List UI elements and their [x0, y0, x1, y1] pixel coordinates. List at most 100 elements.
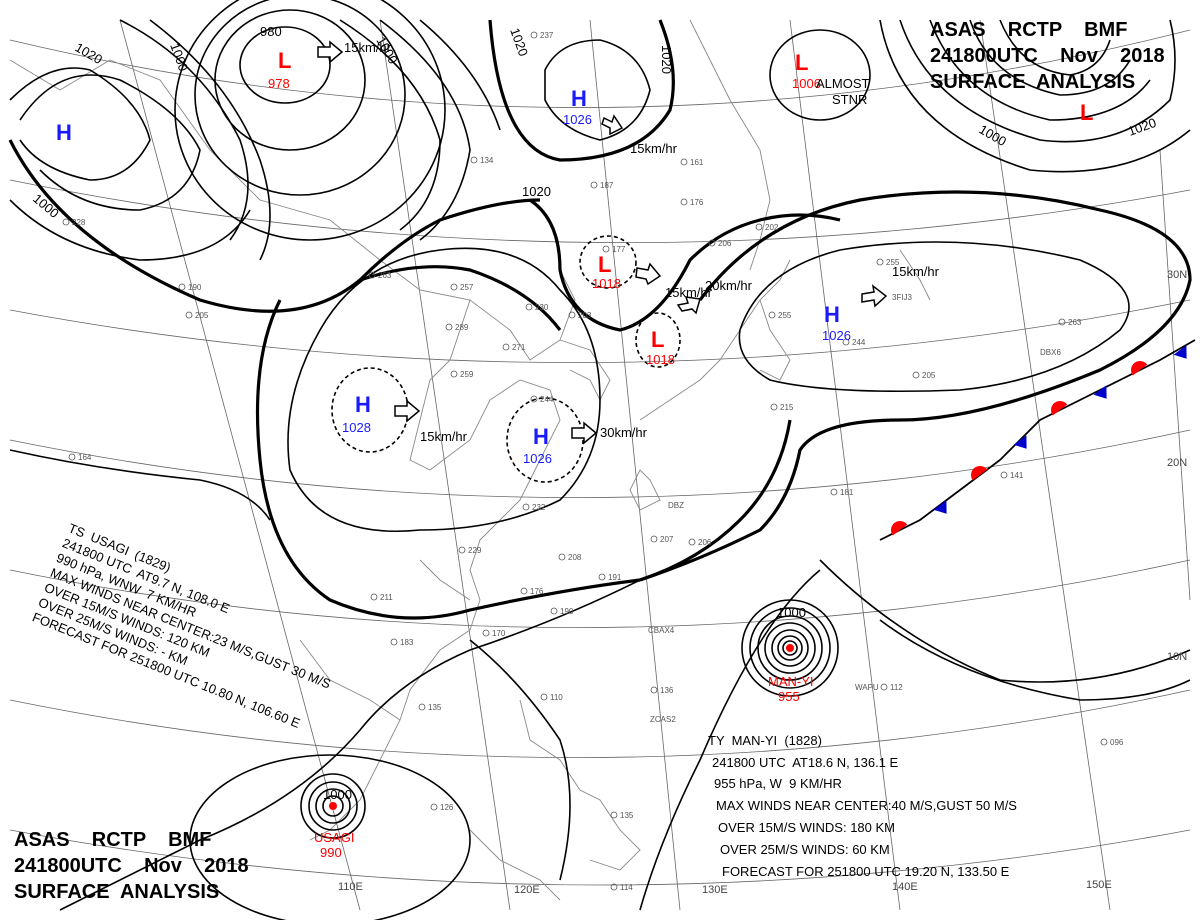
motion-arrow-icon — [571, 421, 598, 445]
almost-stnr-label: ALMOST — [816, 76, 870, 91]
station-value: 244 — [852, 338, 866, 347]
station-value: 206 — [698, 538, 712, 547]
station-value: 244 — [540, 395, 554, 404]
station-value: 208 — [568, 553, 582, 562]
front-marks — [891, 345, 1187, 536]
header-line3: SURFACE ANALYSIS — [930, 71, 1135, 93]
high-value: 1028 — [342, 420, 371, 435]
station-icon — [880, 683, 888, 691]
station-icon — [1100, 738, 1108, 746]
station-value: 230 — [535, 303, 549, 312]
station-icon — [650, 686, 658, 694]
station-icon — [68, 453, 76, 461]
isobar-label: 1000 — [777, 605, 806, 620]
high-symbol: H — [824, 302, 840, 327]
motion-arrow-icon — [394, 399, 421, 423]
high-symbol: H — [571, 86, 587, 111]
high-centers: H H 1026 H 1028 H 1026 H 1026 — [56, 86, 851, 466]
lon-label: 120E — [514, 884, 540, 896]
typhoon-name: MAN-YI — [768, 674, 814, 689]
station-icon — [568, 311, 576, 319]
station-icon — [912, 371, 920, 379]
footer-line3: SURFACE ANALYSIS — [14, 881, 219, 903]
station-icon — [450, 283, 458, 291]
station-icon — [62, 218, 70, 226]
warm-front-icon — [1051, 401, 1068, 416]
station-value: 205 — [922, 371, 936, 380]
info-line: 955 hPa, W 9 KM/HR — [714, 776, 842, 791]
low-symbol: L — [278, 48, 291, 73]
station-icon — [602, 245, 610, 253]
station-value: 183 — [400, 638, 414, 647]
lat-label: 10N — [1167, 651, 1187, 663]
station-icon — [598, 573, 606, 581]
station-id: CBAX4 — [648, 626, 675, 635]
warm-front-icon — [971, 466, 988, 481]
station-icon — [530, 31, 538, 39]
graticule-labels: 110E 120E 130E 140E 150E 30N 20N 10N — [338, 269, 1187, 896]
typhoon-center-icon — [786, 644, 794, 652]
motion-label: 15km/hr — [420, 429, 468, 444]
station-value: 170 — [492, 629, 506, 638]
station-value: 263 — [1068, 318, 1082, 327]
header-bottom-left: ASAS RCTP BMF 241800UTC Nov 2018 SURFACE… — [14, 829, 249, 903]
lon-label: 150E — [1086, 879, 1112, 891]
station-icon — [770, 403, 778, 411]
station-icon — [610, 883, 618, 891]
station-value: 215 — [780, 403, 794, 412]
header-line2: 241800UTC Nov 2018 — [930, 45, 1165, 67]
station-icon — [482, 629, 490, 637]
station-icon — [876, 258, 884, 266]
station-value: 135 — [428, 703, 442, 712]
station-value: 176 — [530, 587, 544, 596]
motion-arrows: 15km/hr 15km/hr 15km/hr 20km/hr 15km/hr … — [317, 40, 940, 445]
typhoon-name: USAGI — [314, 830, 354, 845]
station-value: 181 — [840, 488, 854, 497]
stationary-front — [879, 339, 1196, 541]
station-icon — [458, 546, 466, 554]
station-value: 206 — [718, 239, 732, 248]
station-id: 3FIJ3 — [892, 293, 913, 302]
footer-line2: 241800UTC Nov 2018 — [14, 855, 249, 877]
cold-front-icon — [933, 500, 947, 514]
lat-label: 30N — [1167, 269, 1187, 281]
low-value: 1006 — [792, 76, 821, 91]
station-icon — [450, 370, 458, 378]
low-symbol: L — [598, 252, 611, 277]
station-icon — [650, 535, 658, 543]
station-icon — [540, 693, 548, 701]
high-symbol: H — [533, 424, 549, 449]
station-value: 237 — [540, 31, 554, 40]
station-icon — [558, 553, 566, 561]
high-value: 1026 — [822, 328, 851, 343]
low-symbol: L — [651, 327, 664, 352]
station-value: 161 — [690, 158, 704, 167]
cold-front-icon — [1013, 435, 1027, 449]
manyi-info-block: TY MAN-YI (1828) 241800 UTC AT18.6 N, 13… — [708, 733, 1017, 879]
isobar-label: 1000 — [323, 787, 352, 802]
lat-lon-grid — [9, 19, 1191, 911]
station-icon — [1058, 318, 1066, 326]
lon-label: 140E — [892, 881, 918, 893]
station-icon — [525, 303, 533, 311]
low-value: 1018 — [592, 276, 621, 291]
lon-label: 130E — [702, 884, 728, 896]
info-line: OVER 25M/S WINDS: 60 KM — [720, 842, 890, 857]
station-icon — [368, 271, 376, 279]
info-line: MAX WINDS NEAR CENTER:40 M/S,GUST 50 M/S — [716, 798, 1017, 813]
station-value: 228 — [72, 218, 86, 227]
station-icon — [430, 803, 438, 811]
motion-label: 15km/hr — [344, 40, 392, 55]
station-value: 141 — [1010, 471, 1024, 480]
info-line: OVER 15M/S WINDS: 180 KM — [718, 820, 895, 835]
station-icon — [688, 538, 696, 546]
high-value: 1026 — [563, 112, 592, 127]
info-line: FORECAST FOR 251800 UTC 19.20 N, 133.50 … — [722, 864, 1010, 879]
motion-label: 15km/hr — [892, 264, 940, 279]
station-id: DBX6 — [1040, 348, 1061, 357]
low-symbol: L — [795, 50, 808, 75]
motion-label: 20km/hr — [705, 278, 753, 293]
low-symbol: L — [1080, 100, 1093, 125]
station-icon — [418, 703, 426, 711]
